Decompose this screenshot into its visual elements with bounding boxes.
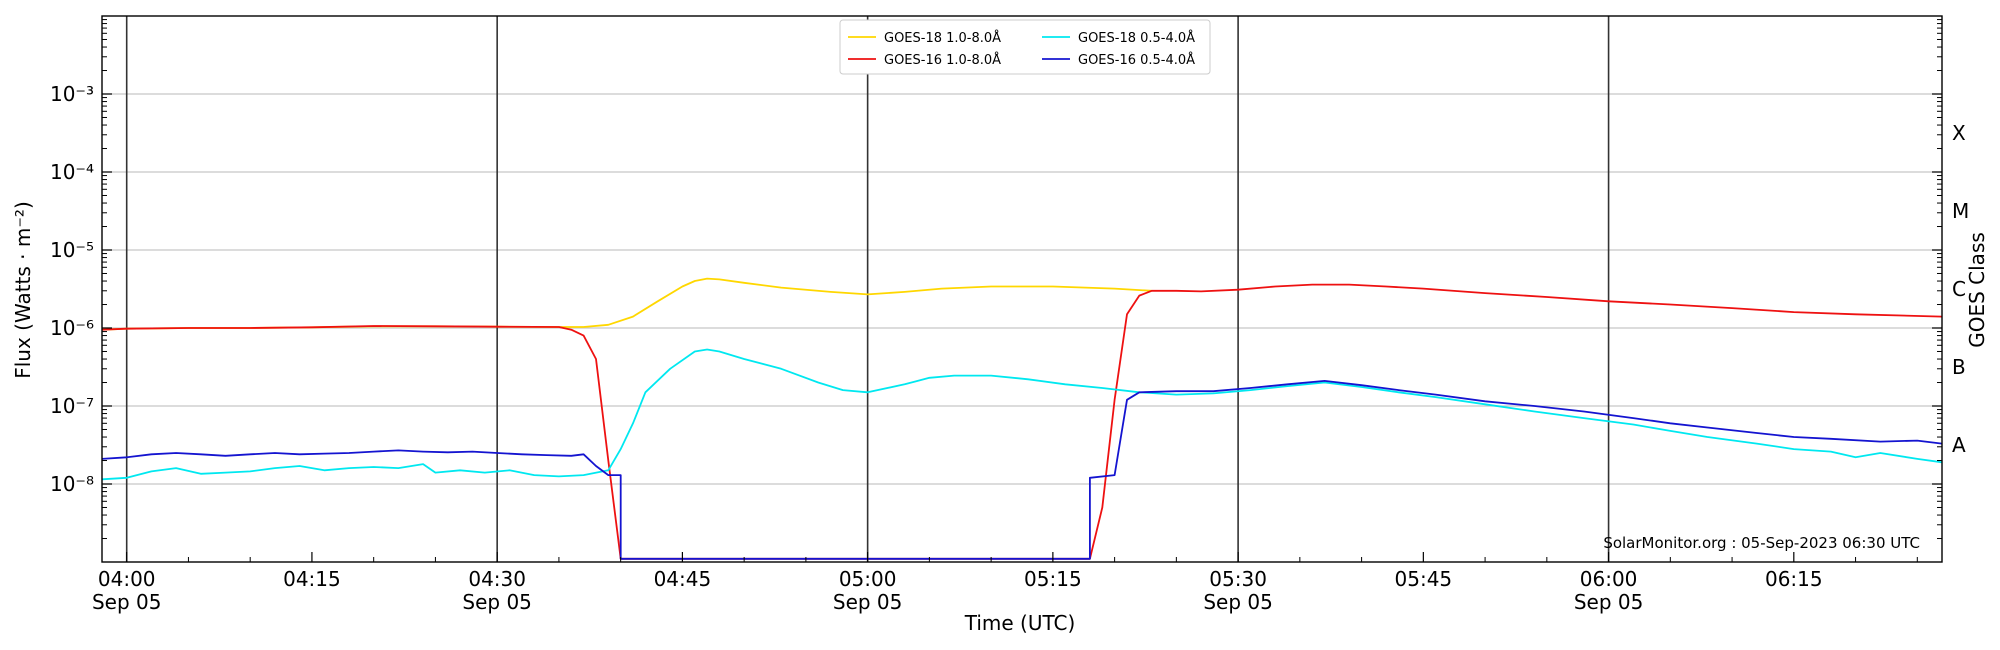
x-tick-date-label: Sep 05: [1574, 590, 1644, 614]
series-line-0: [102, 277, 1152, 331]
legend-label: GOES-18 0.5-4.0Å: [1078, 30, 1195, 46]
goes-class-label: X: [1952, 121, 1966, 145]
goes-class-label: C: [1952, 277, 1966, 301]
x-tick-date-label: Sep 05: [833, 590, 903, 614]
x-tick-label: 04:30: [468, 567, 526, 591]
x-tick-label: 04:45: [654, 567, 712, 591]
legend-label: GOES-18 1.0-8.0Å: [884, 30, 1001, 46]
x-tick-label: 04:00: [98, 567, 156, 591]
x-tick-label: 05:45: [1395, 567, 1453, 591]
series-line-2: [102, 348, 1942, 481]
series-line-1: [102, 283, 1942, 560]
y-tick-label: 10⁻⁷: [50, 394, 94, 418]
series-layer: [102, 277, 1942, 560]
y-tick-label: 10⁻⁴: [50, 160, 94, 184]
x-axis-label: Time (UTC): [964, 611, 1076, 635]
x-tick-label: 05:00: [839, 567, 897, 591]
legend: GOES-18 1.0-8.0Å GOES-16 1.0-8.0Å GOES-18 …: [839, 19, 1211, 75]
date-divider-lines: [125, 16, 1610, 562]
y-tick-label: 10⁻⁵: [50, 238, 94, 262]
y-tick-label: 10⁻³: [50, 82, 94, 106]
x-tick-date-label: Sep 05: [462, 590, 532, 614]
x-tick-date-label: Sep 05: [1203, 590, 1273, 614]
y-axis-label: Flux (Watts · m⁻²): [11, 201, 35, 379]
x-tick-date-label: Sep 05: [92, 590, 162, 614]
goes-class-label: M: [1952, 199, 1969, 223]
grid-layer: [102, 93, 1942, 485]
legend-box: [839, 19, 1211, 75]
goes-class-label: B: [1952, 355, 1966, 379]
x-tick-label: 06:00: [1580, 567, 1638, 591]
legend-label: GOES-16 0.5-4.0Å: [1078, 52, 1195, 68]
plot-frame: [101, 15, 1943, 563]
goes-class-axis-label: GOES Class: [1965, 232, 1989, 348]
y-tick-label: 10⁻⁶: [50, 316, 94, 340]
credit-annotation: SolarMonitor.org : 05-Sep-2023 06:30 UTC: [1603, 534, 1920, 552]
x-tick-label: 04:15: [283, 567, 341, 591]
series-line-3: [102, 380, 1942, 560]
x-tick-label: 05:15: [1024, 567, 1082, 591]
x-tick-label: 06:15: [1765, 567, 1823, 591]
y-tick-label: 10⁻⁸: [50, 472, 94, 496]
goes-class-label: A: [1952, 433, 1966, 457]
legend-label: GOES-16 1.0-8.0Å: [884, 52, 1001, 68]
x-tick-label: 05:30: [1209, 567, 1267, 591]
